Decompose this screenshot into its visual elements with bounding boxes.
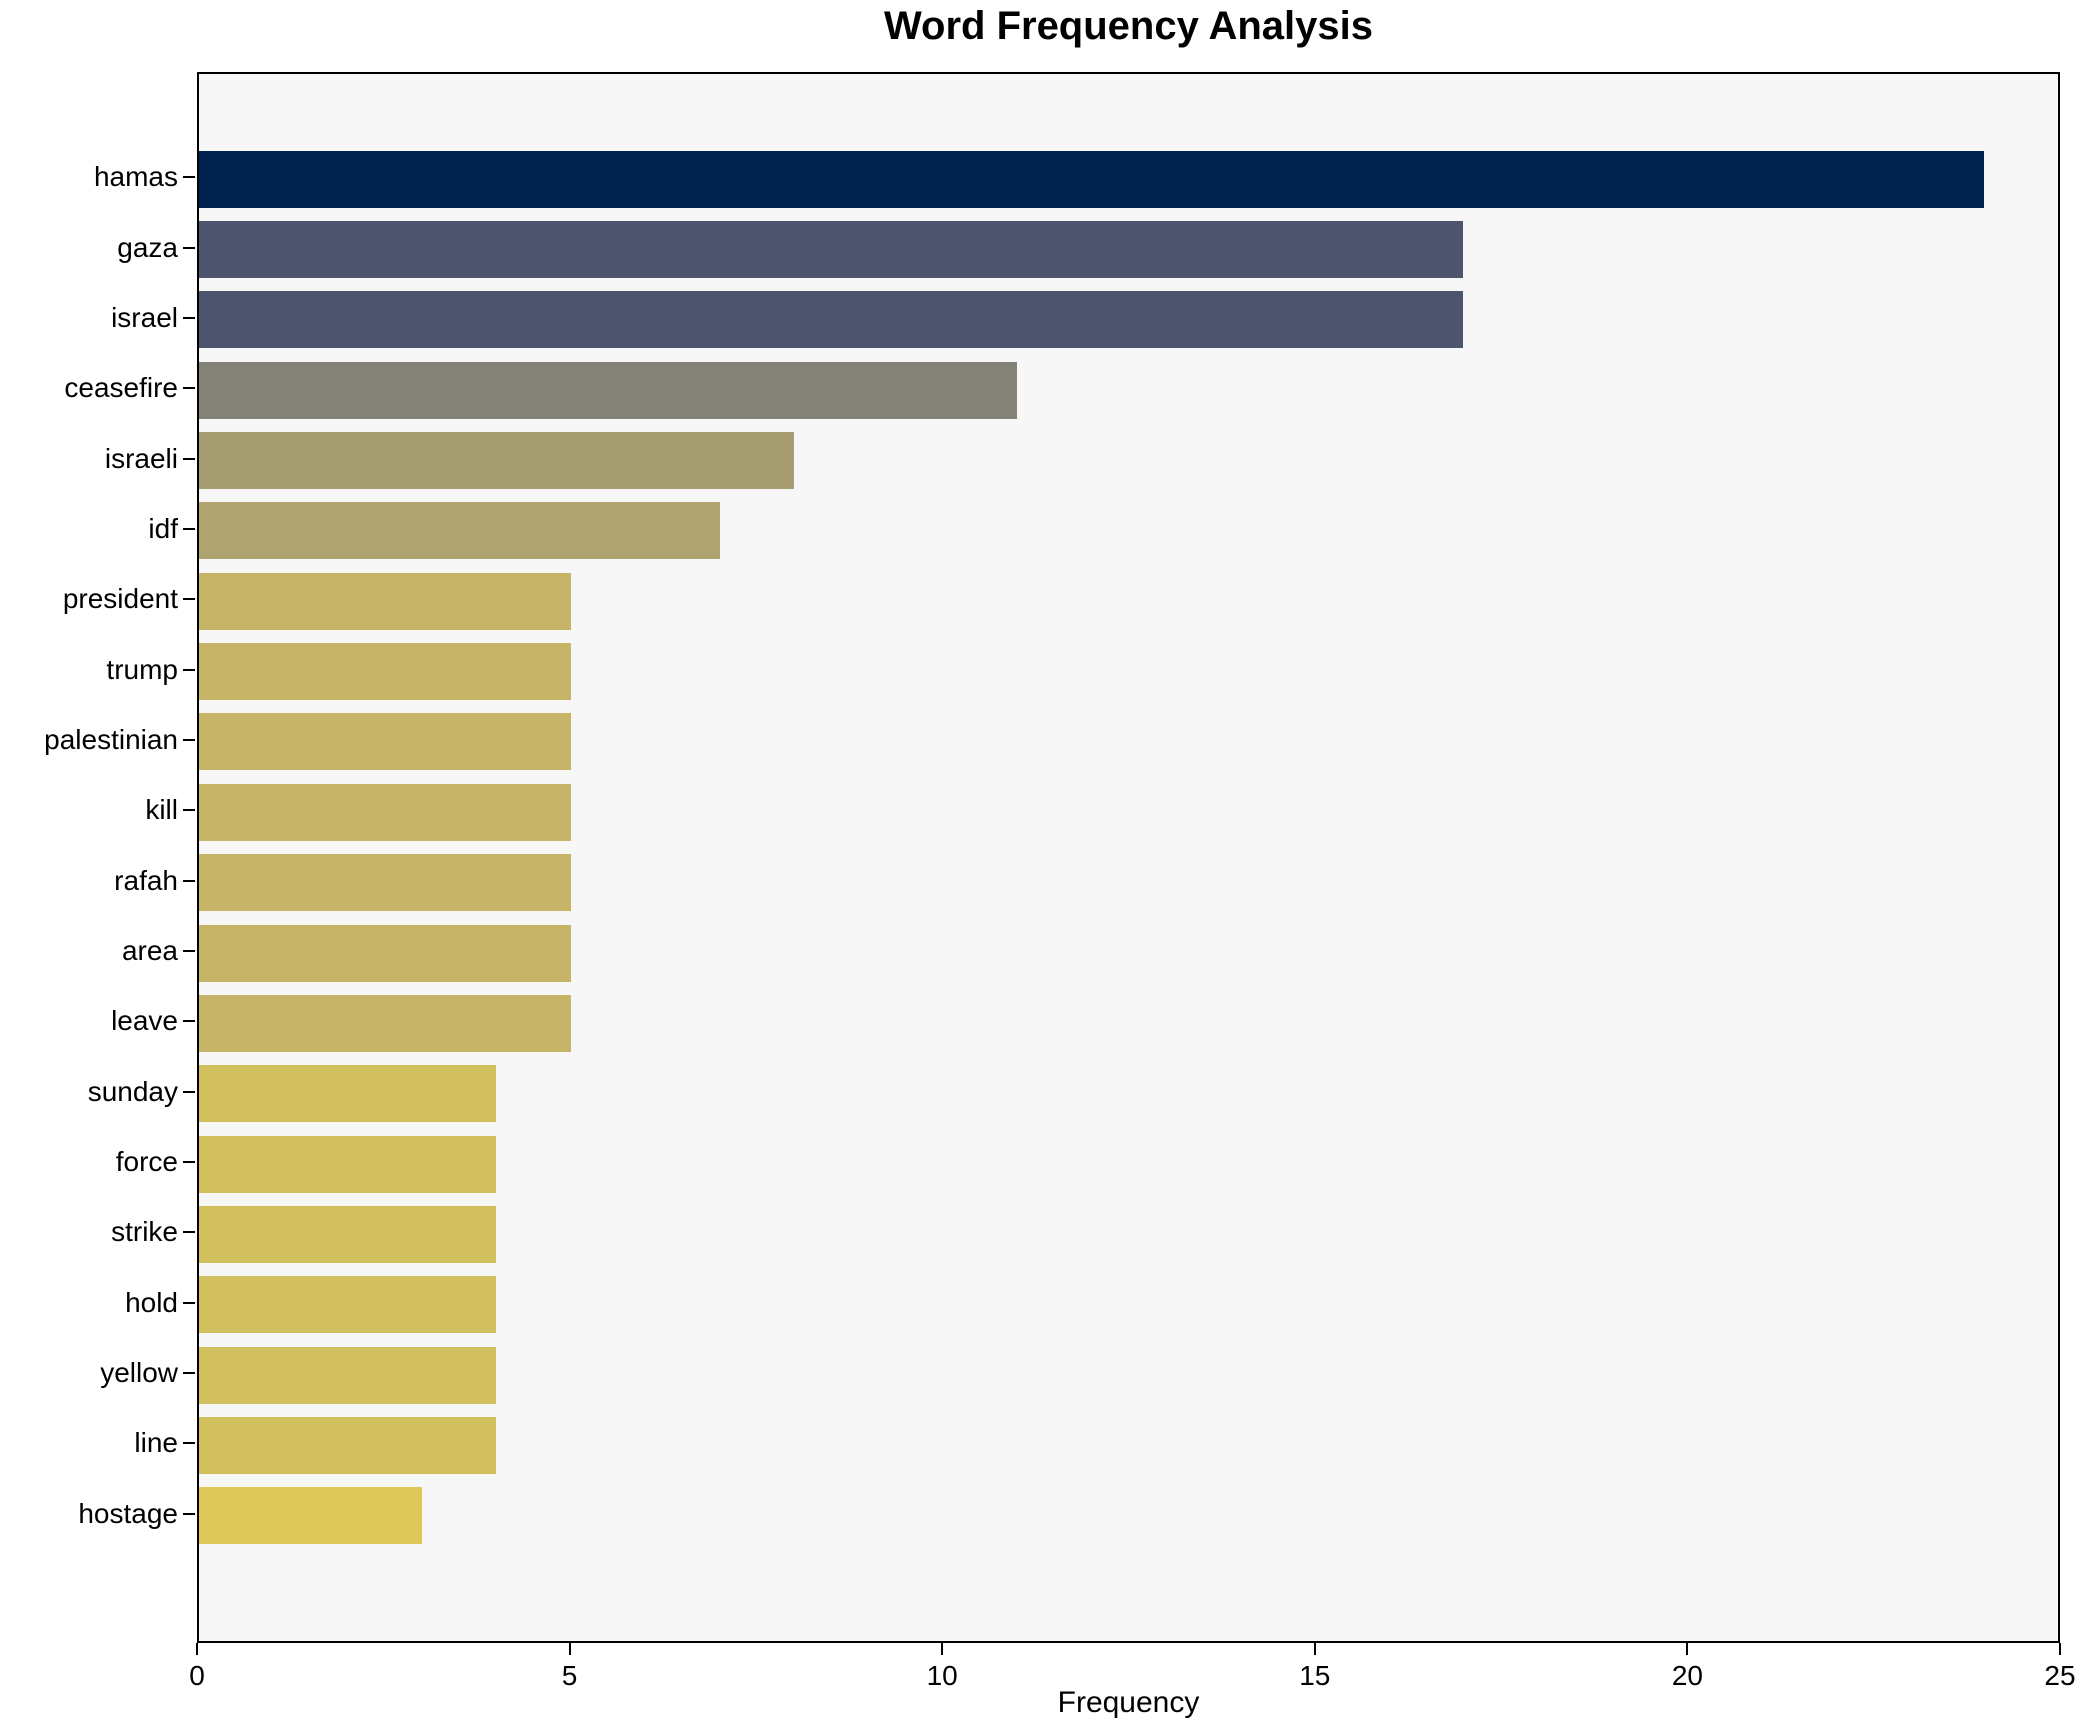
bar-hold	[199, 1276, 497, 1334]
y-tick-label-rafah: rafah	[114, 864, 178, 896]
y-tick-label-line: line	[134, 1427, 178, 1459]
bar-gaza	[199, 221, 1464, 279]
y-tick	[183, 1301, 195, 1304]
y-tick-label-israel: israel	[111, 301, 178, 333]
bar-line	[199, 1416, 497, 1474]
bar-hostage	[199, 1487, 423, 1545]
y-tick	[183, 246, 195, 249]
y-tick	[183, 950, 195, 953]
bar-kill	[199, 783, 571, 841]
bar-leave	[199, 994, 571, 1052]
bar-president	[199, 572, 571, 630]
y-tick	[183, 1161, 195, 1164]
y-tick-label-palestinian: palestinian	[44, 723, 178, 755]
x-tick-label-15: 15	[1299, 1660, 1331, 1691]
x-tick-label-20: 20	[1671, 1660, 1703, 1691]
y-tick-label-president: president	[62, 583, 178, 615]
x-tick	[1686, 1643, 1689, 1655]
bar-israeli	[199, 432, 794, 490]
y-tick	[183, 879, 195, 882]
y-tick-label-leave: leave	[111, 1005, 178, 1037]
bar-force	[199, 1135, 497, 1193]
y-tick-label-yellow: yellow	[100, 1357, 178, 1389]
y-tick-label-strike: strike	[111, 1216, 178, 1248]
x-tick	[196, 1643, 198, 1655]
bar-hamas	[199, 150, 1984, 208]
y-tick	[183, 738, 195, 741]
y-tick	[183, 1020, 195, 1023]
x-axis-label: Frequency	[1057, 1686, 1200, 1719]
bar-area	[199, 924, 571, 982]
y-tick	[183, 176, 195, 179]
x-tick	[941, 1643, 944, 1655]
y-tick	[183, 316, 195, 319]
bar-rafah	[199, 854, 571, 912]
y-tick-label-israeli: israeli	[104, 442, 178, 474]
y-tick-label-ceasefire: ceasefire	[64, 372, 178, 404]
y-tick	[183, 809, 195, 812]
y-tick-label-force: force	[115, 1146, 178, 1178]
y-tick-label-idf: idf	[148, 512, 178, 544]
y-tick	[183, 1090, 195, 1093]
y-tick	[183, 1512, 195, 1515]
bar-yellow	[199, 1346, 497, 1404]
y-tick	[183, 668, 195, 671]
y-tick-label-hamas: hamas	[93, 161, 178, 193]
y-tick	[183, 1442, 195, 1445]
x-tick-label-0: 0	[189, 1660, 205, 1691]
y-tick-label-area: area	[121, 935, 178, 967]
x-tick	[1313, 1643, 1316, 1655]
bar-idf	[199, 502, 720, 560]
bar-trump	[199, 643, 571, 701]
y-tick	[183, 598, 195, 601]
x-tick-label-5: 5	[561, 1660, 578, 1691]
plot-area	[197, 72, 2060, 1643]
bar-ceasefire	[199, 361, 1017, 419]
x-tick-label-10: 10	[926, 1660, 958, 1691]
y-tick-label-hold: hold	[125, 1286, 178, 1318]
bar-strike	[199, 1205, 497, 1263]
y-tick-label-hostage: hostage	[78, 1497, 178, 1529]
x-tick	[568, 1643, 571, 1655]
y-tick-label-gaza: gaza	[117, 231, 178, 263]
x-tick	[2059, 1643, 2061, 1655]
y-tick	[183, 457, 195, 460]
y-tick-label-trump: trump	[106, 653, 178, 685]
bar-sunday	[199, 1065, 497, 1123]
bar-israel	[199, 291, 1464, 349]
bar-palestinian	[199, 713, 571, 771]
chart-title: Word Frequency Analysis	[883, 4, 1374, 48]
y-tick	[183, 527, 195, 530]
x-tick-label-25: 25	[2044, 1660, 2076, 1691]
y-tick	[183, 1231, 195, 1234]
y-tick	[183, 387, 195, 390]
y-tick-label-sunday: sunday	[87, 1075, 178, 1107]
y-tick	[183, 1372, 195, 1375]
y-tick-label-kill: kill	[145, 794, 178, 826]
